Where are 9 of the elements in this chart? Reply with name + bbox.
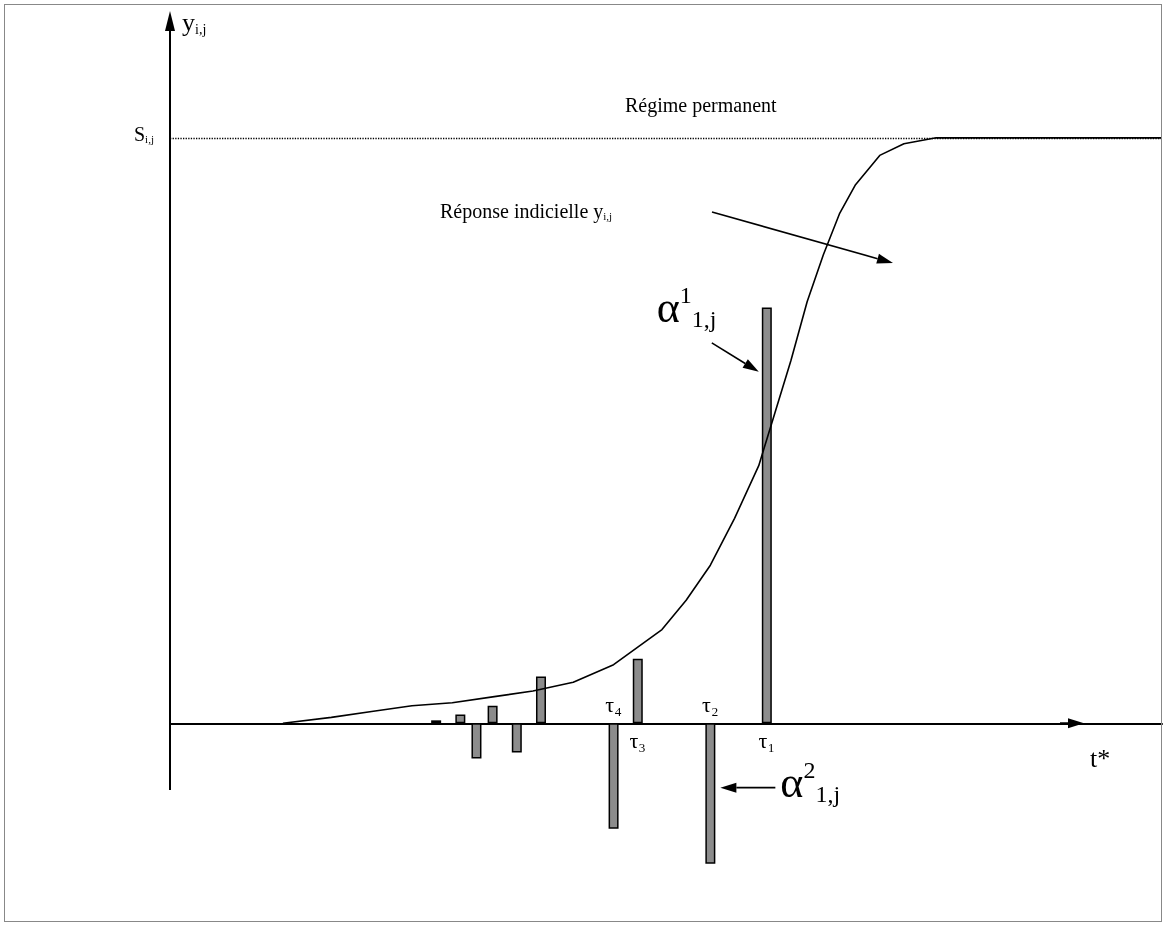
x-tick-label: τ₄	[605, 691, 622, 717]
x-tick-label: τ₃	[629, 727, 647, 753]
text: Régime permanent	[625, 94, 778, 117]
annotation: Réponse indicielle yi,j	[440, 199, 613, 223]
y-axis-title: yi,j	[182, 8, 207, 37]
x-tick-label: τ₁	[758, 727, 776, 753]
x-axis-title: t*	[1090, 743, 1111, 773]
x-tick-label: τ₂	[702, 691, 719, 717]
ref-line-label: Si,j	[134, 123, 154, 146]
